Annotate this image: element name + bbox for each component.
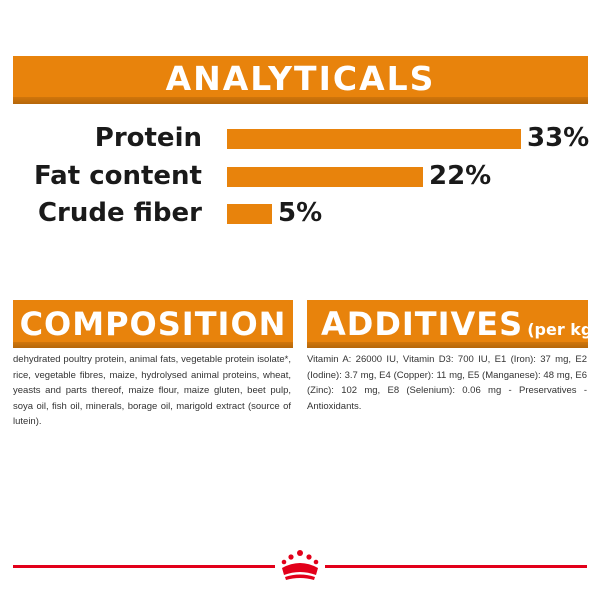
crown-icon [281,550,319,580]
fiber-label: Crude fiber [37,198,202,228]
additives-title-line: ADDITIVES (per kg) [307,303,600,351]
protein-label: Protein [94,123,202,153]
fiber-row: Crude fiber 5% [0,196,600,230]
composition-text: dehydrated poultry protein, animal fats,… [13,354,291,428]
protein-bar [227,129,521,149]
fat-bar [227,167,423,187]
additives-text: Vitamin A: 26000 IU, Vitamin D3: 700 IU,… [307,354,587,412]
composition-title: COMPOSITION [19,305,287,343]
fiber-bar [227,204,272,224]
footer-line-left [13,565,275,568]
fiber-value: 5% [278,198,323,228]
protein-value: 33% [527,123,590,153]
composition-header: COMPOSITION [13,300,293,348]
fat-label: Fat content [33,161,202,191]
analyticals-header: ANALYTICALS CONSTITUENTS [13,56,588,138]
footer-line-right [325,565,587,568]
protein-row: Protein 33% [0,121,600,155]
additives-title: ADDITIVES [321,305,524,343]
additives-unit: (per kg) [527,320,600,339]
analyticals-title: ANALYTICALS CONSTITUENTS [146,59,455,138]
additives-header: ADDITIVES (per kg) [307,300,600,348]
fat-value: 22% [429,161,492,191]
fat-row: Fat content 22% [0,159,600,193]
